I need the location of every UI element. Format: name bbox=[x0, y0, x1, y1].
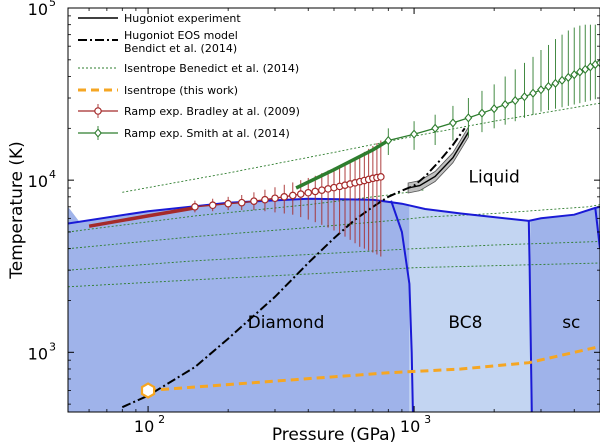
axis-ticks: 10 2 10 310 310 410 5 bbox=[28, 0, 600, 436]
isentrope-benedict-line-1 bbox=[122, 102, 600, 193]
bc8-region bbox=[409, 205, 531, 412]
smith-point bbox=[544, 81, 553, 92]
smith-point bbox=[558, 75, 566, 85]
smith-point bbox=[511, 95, 520, 106]
smith-point bbox=[529, 88, 537, 98]
x-tick-exponent: 3 bbox=[424, 413, 431, 426]
y-tick-label: 10 bbox=[28, 344, 48, 363]
legend-label: Isentrope (this work) bbox=[124, 84, 238, 97]
bradley-point bbox=[271, 194, 279, 203]
diamond-region bbox=[68, 198, 410, 412]
x-tick-label: 10 bbox=[134, 417, 154, 436]
bradley-point bbox=[280, 193, 289, 201]
legend-bradley-swatch-marker bbox=[94, 107, 102, 115]
smith-fit-line bbox=[295, 139, 390, 190]
hugoniot-experiment-line bbox=[407, 131, 469, 189]
bradley-point bbox=[237, 198, 246, 207]
bradley-point bbox=[296, 190, 305, 198]
smith-point bbox=[581, 64, 590, 75]
y-tick-exponent: 3 bbox=[49, 340, 56, 353]
boundary-bc8-sc bbox=[527, 220, 533, 412]
isentrope-benedict-line-3 bbox=[68, 204, 600, 250]
smith-point bbox=[449, 118, 457, 128]
x-tick-exponent: 2 bbox=[158, 413, 165, 426]
legend-label: Hugoniot experiment bbox=[124, 12, 241, 25]
legend: Hugoniot experiment Hugoniot EOS modelBen… bbox=[78, 12, 300, 140]
legend-label: Isentrope Benedict et al. (2014) bbox=[124, 62, 299, 75]
smith-point bbox=[478, 108, 486, 118]
hugoniot-experiment-band bbox=[407, 125, 469, 194]
smith-point bbox=[464, 113, 473, 123]
phase-regions bbox=[68, 198, 600, 412]
smith-point bbox=[551, 78, 560, 89]
smith-point bbox=[564, 72, 573, 83]
boundary-sc-right bbox=[594, 207, 600, 249]
bradley-point bbox=[377, 173, 385, 181]
region-label-liquid: Liquid bbox=[469, 168, 520, 188]
bradley-point bbox=[250, 197, 258, 205]
x-axis-label: Pressure (GPa) bbox=[272, 425, 396, 445]
isentrope-this-work-line bbox=[147, 345, 600, 392]
smith-point bbox=[596, 58, 600, 68]
x-tick-label: 10 bbox=[400, 417, 420, 436]
bradley-point bbox=[304, 188, 313, 197]
bradley-point bbox=[318, 186, 326, 194]
bradley-fit-line bbox=[88, 206, 196, 228]
legend-label: Ramp exp. Smith at al. (2014) bbox=[124, 127, 290, 140]
smith-point bbox=[520, 92, 529, 102]
smith-point bbox=[384, 135, 393, 146]
legend-label: Hugoniot EOS model bbox=[124, 29, 238, 42]
y-tick-exponent: 5 bbox=[49, 0, 56, 9]
legend-label: Ramp exp. Bradley at al. (2009) bbox=[124, 105, 300, 118]
smith-point bbox=[575, 67, 584, 77]
y-tick-exponent: 4 bbox=[49, 168, 56, 181]
data-series bbox=[88, 24, 600, 409]
smith-point bbox=[410, 129, 418, 139]
smith-point bbox=[431, 123, 440, 133]
bradley-point bbox=[324, 185, 332, 193]
bradley-point bbox=[224, 199, 232, 208]
smith-point bbox=[570, 70, 579, 80]
y-axis-label: Temperature (K) bbox=[7, 141, 27, 280]
y-tick-label: 10 bbox=[28, 172, 48, 191]
region-labels: Diamond BC8 sc Liquid bbox=[248, 168, 581, 333]
isentrope-start-marker bbox=[140, 382, 156, 399]
region-label-diamond: Diamond bbox=[248, 313, 325, 333]
isentrope-benedict-line-5 bbox=[68, 262, 600, 288]
bradley-point bbox=[191, 203, 199, 211]
bradley-point bbox=[288, 191, 297, 200]
smith-point bbox=[537, 85, 545, 95]
region-label-sc: sc bbox=[562, 313, 580, 333]
legend-smith-swatch-marker bbox=[94, 128, 102, 138]
bradley-point bbox=[208, 201, 217, 210]
smith-point bbox=[490, 104, 499, 114]
legend-label: Bendict et al. (2014) bbox=[124, 42, 237, 55]
region-label-bc8: BC8 bbox=[448, 313, 482, 333]
sc-region bbox=[530, 206, 600, 412]
y-tick-label: 10 bbox=[28, 0, 48, 19]
bradley-point bbox=[261, 195, 269, 204]
isentrope-benedict-line-4 bbox=[68, 241, 600, 271]
smith-point bbox=[501, 99, 510, 110]
bradley-point bbox=[311, 187, 320, 196]
